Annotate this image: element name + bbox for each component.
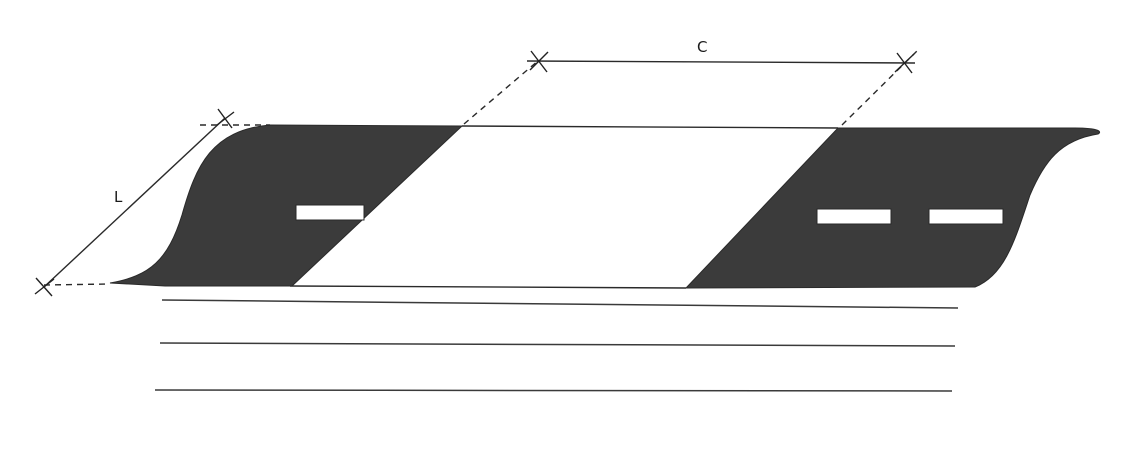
dimension-length-tick-bottom	[34, 277, 55, 297]
right-ramp-window-2	[928, 208, 1004, 225]
dimension-clearance: C	[463, 38, 921, 126]
right-ramp-panel	[684, 127, 1101, 289]
dimension-clearance-label: C	[697, 38, 707, 56]
dimension-clearance-tick-right	[894, 52, 915, 74]
right-ramp-shape	[684, 127, 1101, 289]
left-ramp-shape	[109, 124, 464, 287]
dimension-length-label: L	[114, 188, 123, 206]
deck-outline	[289, 125, 839, 289]
road-line-2	[159, 342, 956, 347]
road-lines	[154, 299, 959, 392]
left-ramp-window	[295, 204, 365, 221]
left-ramp-panel	[109, 124, 464, 287]
road-line-1	[161, 299, 959, 309]
road-line-3	[154, 389, 953, 392]
deck-bottom-edge	[289, 285, 687, 289]
dimension-length-tick-top	[216, 108, 235, 129]
dimension-length: L	[34, 108, 270, 297]
right-ramp-window-1	[816, 208, 892, 225]
deck-top-edge	[461, 125, 839, 129]
dimension-length-ext-bottom	[43, 283, 111, 286]
dimension-length-line	[43, 117, 226, 288]
dimension-clearance-line	[526, 60, 916, 64]
dimension-clearance-tick-left	[529, 50, 549, 73]
dimension-clearance-ext-left	[463, 59, 540, 125]
